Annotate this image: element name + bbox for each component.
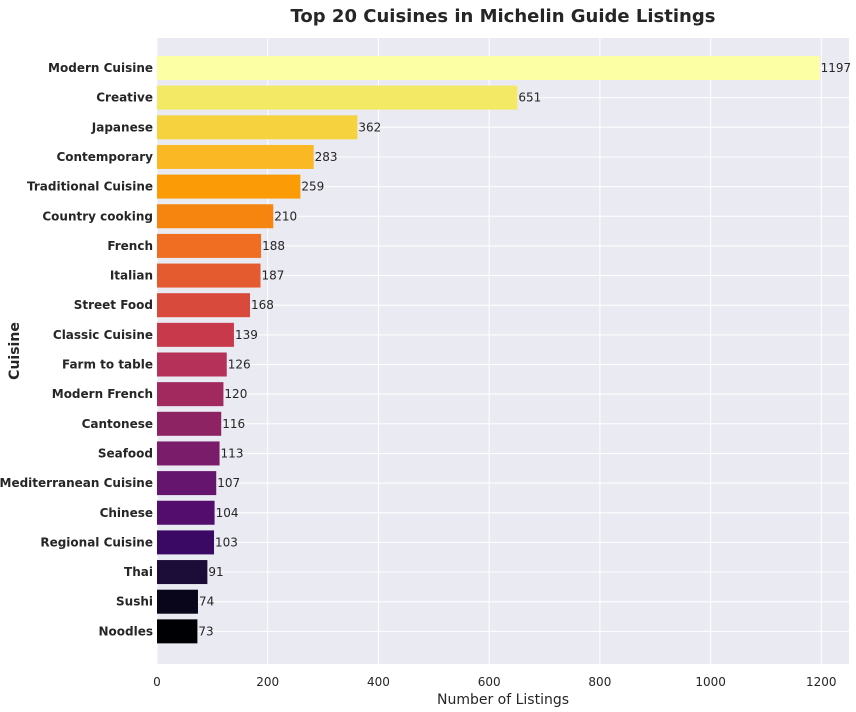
x-axis-label: Number of Listings — [437, 692, 569, 708]
value-label: 103 — [215, 535, 238, 549]
category-label: Modern Cuisine — [48, 61, 153, 75]
value-label: 113 — [221, 446, 244, 460]
value-label: 126 — [228, 358, 251, 372]
x-tick-labels: 0 200 400 600 800 1000 1200 — [153, 675, 836, 689]
category-label: Thai — [124, 565, 153, 579]
plot-background — [157, 38, 849, 664]
category-label: Classic Cuisine — [53, 328, 153, 342]
value-label: 168 — [251, 298, 274, 312]
bar — [157, 500, 215, 525]
category-label: Traditional Cuisine — [27, 180, 153, 194]
value-label: 73 — [198, 624, 213, 638]
bar — [157, 233, 262, 258]
bar — [157, 619, 198, 644]
value-label: 120 — [224, 387, 247, 401]
category-label: Noodles — [98, 624, 153, 638]
category-labels: Modern Cuisine Creative Japanese Contempora… — [0, 61, 153, 638]
bar — [157, 293, 251, 318]
value-label: 104 — [216, 506, 239, 520]
x-tick-label: 600 — [478, 675, 501, 689]
category-label: Creative — [96, 91, 153, 105]
chart-title: Top 20 Cuisines in Michelin Guide Listin… — [291, 6, 716, 27]
bar — [157, 204, 274, 229]
value-label: 188 — [262, 239, 285, 253]
category-label: Farm to table — [62, 358, 153, 372]
x-tick-label: 0 — [153, 675, 161, 689]
value-label: 187 — [262, 269, 285, 283]
bar — [157, 56, 820, 80]
bar — [157, 115, 358, 140]
bar — [157, 530, 215, 555]
x-tick-label: 800 — [588, 675, 611, 689]
bar — [157, 560, 208, 585]
bar — [157, 589, 198, 614]
value-label: 107 — [217, 476, 240, 490]
category-label: Regional Cuisine — [40, 535, 153, 549]
value-label: 259 — [301, 180, 324, 194]
category-label: Seafood — [98, 446, 153, 460]
value-labels: 1197 651 362 283 259 210 188 187 168 139 126 120 116… — [198, 61, 851, 638]
x-tick-label: 200 — [256, 675, 279, 689]
bar — [157, 174, 301, 199]
x-tick-label: 1200 — [806, 675, 837, 689]
category-label: Japanese — [91, 120, 153, 134]
bar — [157, 382, 224, 407]
value-label: 139 — [235, 328, 258, 342]
bar — [157, 322, 234, 347]
value-label: 91 — [208, 565, 223, 579]
x-tick-label: 400 — [367, 675, 390, 689]
bars — [157, 56, 820, 644]
category-label: Modern French — [52, 387, 153, 401]
category-label: Cantonese — [82, 417, 153, 431]
value-label: 116 — [222, 417, 245, 431]
value-label: 651 — [518, 91, 541, 105]
category-label: Mediterranean Cuisine — [0, 476, 153, 490]
category-label: Street Food — [74, 298, 153, 312]
bar — [157, 441, 220, 466]
bar — [157, 263, 261, 288]
bar — [157, 144, 314, 169]
bar — [157, 471, 217, 496]
value-label: 210 — [274, 209, 297, 223]
category-label: Country cooking — [42, 209, 153, 223]
category-label: Sushi — [116, 595, 153, 609]
bar — [157, 411, 222, 436]
value-label: 362 — [358, 120, 381, 134]
value-label: 74 — [199, 595, 214, 609]
category-label: Chinese — [100, 506, 153, 520]
category-label: French — [107, 239, 153, 253]
y-axis-label: Cuisine — [7, 322, 23, 380]
bar — [157, 352, 227, 377]
x-tick-label: 1000 — [695, 675, 726, 689]
category-label: Contemporary — [56, 150, 153, 164]
bar — [157, 85, 518, 110]
value-label: 1197 — [821, 61, 852, 75]
value-label: 283 — [315, 150, 338, 164]
category-label: Italian — [110, 269, 153, 283]
